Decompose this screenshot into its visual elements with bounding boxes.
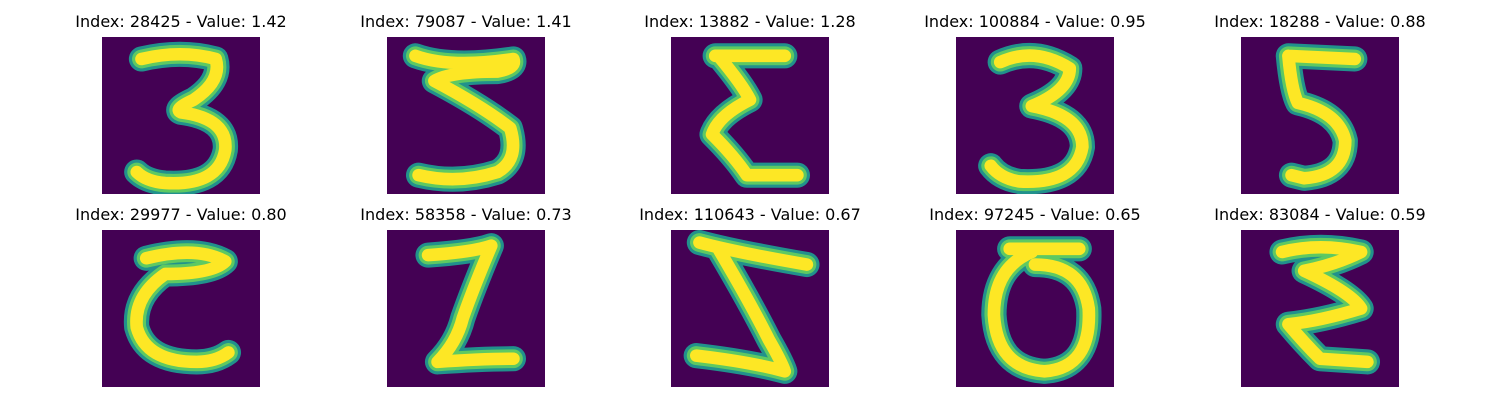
digit-image xyxy=(956,37,1114,194)
sample-title: Index: 83084 - Value: 0.59 xyxy=(1214,205,1426,224)
digit-stroke-svg xyxy=(981,236,1102,384)
digit-stroke-core xyxy=(421,239,520,369)
digit-stroke-svg xyxy=(683,230,820,384)
digit-image xyxy=(387,230,545,387)
digit-stroke-svg xyxy=(1275,43,1368,191)
digit-stroke-core xyxy=(705,49,804,182)
sample-title: Index: 97245 - Value: 0.65 xyxy=(929,205,1141,224)
digit-stroke-core xyxy=(130,48,232,190)
digit-stroke-svg xyxy=(415,233,527,375)
sample-title: Index: 110643 - Value: 0.67 xyxy=(639,205,861,224)
sample-title: Index: 13882 - Value: 1.28 xyxy=(644,12,856,31)
sample-tile: Index: 29977 - Value: 0.80 xyxy=(56,205,306,387)
sample-tile: Index: 18288 - Value: 0.88 xyxy=(1195,12,1445,194)
digit-stroke-svg xyxy=(402,43,527,192)
digit-image xyxy=(671,37,829,194)
digit-stroke-core xyxy=(1282,49,1362,185)
sample-tile: Index: 100884 - Value: 0.95 xyxy=(910,12,1160,194)
digit-stroke-svg xyxy=(699,43,811,188)
sample-title: Index: 18288 - Value: 0.88 xyxy=(1214,12,1426,31)
sample-title: Index: 58358 - Value: 0.73 xyxy=(360,205,572,224)
digit-stroke-core xyxy=(984,49,1089,188)
sample-title: Index: 29977 - Value: 0.80 xyxy=(75,205,287,224)
sample-tile: Index: 83084 - Value: 0.59 xyxy=(1195,205,1445,387)
digit-stroke-core xyxy=(1275,241,1374,369)
sample-title: Index: 79087 - Value: 1.41 xyxy=(360,12,572,31)
sample-tile: Index: 97245 - Value: 0.65 xyxy=(910,205,1160,387)
digit-image xyxy=(1241,37,1399,194)
sample-title: Index: 28425 - Value: 1.42 xyxy=(75,12,287,31)
digit-image xyxy=(1241,230,1399,387)
sample-tile: Index: 13882 - Value: 1.28 xyxy=(625,12,875,194)
digit-image xyxy=(671,230,829,387)
digit-stroke-core xyxy=(130,246,235,369)
digit-image xyxy=(387,37,545,194)
digit-stroke-core xyxy=(987,242,1096,378)
digit-stroke-svg xyxy=(1269,234,1381,375)
digit-stroke-svg xyxy=(124,41,238,194)
digit-stroke-core xyxy=(409,49,521,186)
sample-tile: Index: 79087 - Value: 1.41 xyxy=(341,12,591,194)
digit-image xyxy=(956,230,1114,387)
digit-stroke-svg xyxy=(123,240,242,375)
digit-stroke-core xyxy=(689,236,814,378)
sample-tile: Index: 58358 - Value: 0.73 xyxy=(341,205,591,387)
sample-title: Index: 100884 - Value: 0.95 xyxy=(924,12,1146,31)
digit-stroke-svg xyxy=(978,43,1096,194)
digit-image xyxy=(102,37,260,194)
sample-tile: Index: 110643 - Value: 0.67 xyxy=(625,205,875,387)
digit-image xyxy=(102,230,260,387)
sample-tile: Index: 28425 - Value: 1.42 xyxy=(56,12,306,194)
